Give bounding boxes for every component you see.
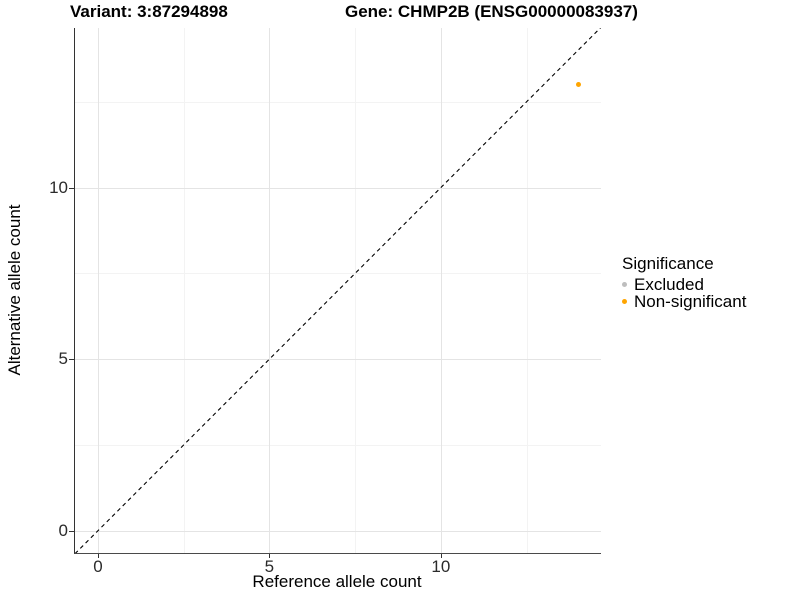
y-tick-label: 5 — [58, 349, 68, 369]
x-minor-gridline — [355, 28, 357, 553]
y-major-gridline — [75, 187, 601, 189]
non-significant-dot-icon — [622, 299, 627, 304]
y-tick-label: 0 — [58, 520, 68, 540]
legend: Significance Excluded Non-significant — [622, 254, 746, 310]
y-minor-gridline — [75, 444, 601, 446]
y-minor-gridline — [75, 101, 601, 103]
x-tick-mark — [97, 554, 99, 558]
x-tick-label: 5 — [264, 557, 275, 576]
x-tick-label: 10 — [431, 557, 451, 576]
x-major-gridline — [440, 28, 442, 553]
y-major-gridline — [75, 530, 601, 532]
legend-item-excluded: Excluded — [622, 276, 746, 293]
y-tick-mark — [69, 530, 74, 532]
excluded-dot-icon — [622, 282, 627, 287]
identity-line — [75, 28, 601, 553]
legend-item-label: Non-significant — [634, 292, 747, 311]
y-axis-label: Alternative allele count — [5, 204, 24, 376]
x-minor-gridline — [183, 28, 185, 553]
gene-title: Gene: CHMP2B (ENSG00000083937) — [345, 2, 638, 21]
variant-title: Variant: 3:87294898 — [70, 2, 228, 21]
plot-panel — [74, 28, 601, 554]
y-minor-gridline — [75, 273, 601, 275]
x-axis-label: Reference allele count — [252, 572, 422, 591]
x-tick-mark — [440, 554, 442, 558]
legend-item-label: Excluded — [634, 275, 704, 294]
data-point — [575, 82, 581, 88]
x-tick-mark — [269, 554, 271, 558]
y-tick-mark — [69, 359, 74, 361]
legend-item-non-significant: Non-significant — [622, 293, 746, 310]
y-major-gridline — [75, 359, 601, 361]
legend-title: Significance — [622, 254, 714, 273]
x-major-gridline — [269, 28, 271, 553]
x-tick-label: 0 — [93, 557, 103, 576]
y-tick-mark — [69, 187, 74, 189]
x-major-gridline — [97, 28, 99, 553]
y-tick-label: 10 — [49, 177, 68, 197]
x-minor-gridline — [526, 28, 528, 553]
